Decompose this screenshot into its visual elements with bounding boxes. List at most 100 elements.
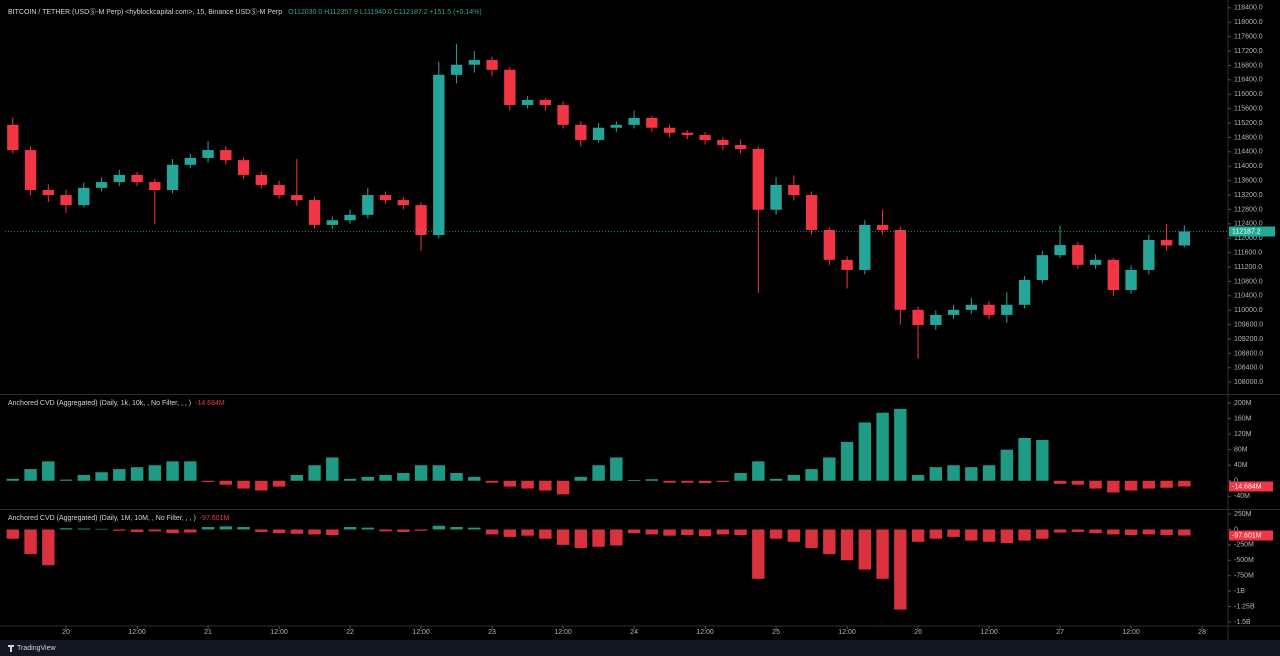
cvd-bar	[148, 529, 162, 532]
cvd-bar	[1036, 529, 1049, 539]
cvd-bar	[929, 529, 943, 539]
cvd-bar	[166, 529, 179, 534]
candle-body	[1125, 269, 1137, 291]
candle-body	[1143, 240, 1155, 270]
y-tick-label: -250M	[1234, 542, 1254, 549]
cvd-bar	[361, 476, 375, 481]
cvd-bar	[840, 529, 854, 561]
cvd-bar	[698, 480, 712, 484]
cvd-bar	[1142, 529, 1156, 535]
cvd-bar	[485, 480, 499, 483]
indicator-title: Anchored CVD (Aggregated) (Daily, 1k, 10…	[8, 400, 191, 407]
cvd-bar	[130, 529, 144, 532]
cvd-bar	[24, 529, 37, 555]
candle-body	[841, 259, 853, 270]
candle-body	[965, 304, 978, 310]
cvd-bar	[894, 529, 907, 610]
y-tick-label: 40M	[1234, 462, 1248, 469]
indicator-title: Anchored CVD (Aggregated) (Daily, 1M, 10…	[8, 515, 196, 522]
candle-body	[1054, 245, 1066, 256]
y-tick-label: 118000.0	[1234, 19, 1263, 26]
x-tick-label: 23	[488, 629, 496, 636]
y-tick-label: -1B	[1234, 588, 1245, 595]
candle-body	[202, 150, 214, 158]
candle-body	[592, 127, 605, 140]
cvd-bar	[184, 461, 197, 481]
cvd-bar	[876, 412, 889, 481]
cvd-bar	[965, 529, 978, 541]
cvd-bar	[468, 476, 481, 481]
y-tick-label: 250M	[1234, 511, 1252, 518]
candle-body	[220, 150, 232, 161]
y-tick-label: 113600.0	[1234, 177, 1263, 184]
candle-body	[42, 190, 54, 196]
last-price-badge	[1229, 226, 1275, 237]
cvd-bar	[42, 529, 55, 566]
cvd-bar	[574, 529, 588, 548]
candle-body	[912, 309, 924, 325]
y-tick-label: 116000.0	[1234, 91, 1263, 98]
candle-body	[876, 224, 889, 230]
y-tick-label: 114400.0	[1234, 149, 1263, 156]
candle-body	[1072, 245, 1084, 265]
y-tick-label: 160M	[1234, 415, 1252, 422]
cvd-bar	[290, 529, 304, 534]
cvd-bar	[645, 529, 659, 535]
cvd-bar	[823, 529, 836, 555]
candle-body	[983, 304, 995, 315]
candle-body	[149, 182, 161, 191]
cvd-bar	[894, 408, 907, 481]
cvd-bar	[113, 529, 126, 531]
cvd-bar	[929, 467, 943, 481]
cvd-bar	[1107, 480, 1120, 493]
y-tick-label: 117600.0	[1234, 34, 1263, 41]
x-tick-label: 22	[346, 629, 354, 636]
cvd-bar	[734, 473, 747, 481]
candle-body	[78, 187, 90, 206]
y-tick-label: 200M	[1234, 400, 1252, 407]
cvd-bar	[556, 480, 570, 495]
cvd-bar	[1018, 529, 1031, 541]
candle-body	[699, 134, 711, 140]
tv-logo	[8, 645, 14, 652]
cvd-bar	[840, 441, 854, 481]
x-tick-label: 12:00	[554, 629, 572, 636]
indicator-value: -97.601M	[200, 515, 230, 522]
cvd-bar	[1178, 529, 1191, 536]
candle-body	[1178, 231, 1191, 246]
cvd-bar	[521, 529, 534, 536]
cvd-bar	[432, 465, 446, 481]
last-price-label: 112187.2	[1232, 228, 1261, 235]
cvd-bar	[397, 473, 410, 481]
cvd-bar	[947, 465, 960, 481]
cvd-bar	[982, 529, 996, 542]
cvd-bar	[521, 480, 534, 489]
x-tick-label: 12:00	[412, 629, 430, 636]
x-tick-label: 12:00	[128, 629, 146, 636]
cvd-bar	[1124, 480, 1138, 491]
y-tick-label: 80M	[1234, 447, 1248, 454]
cvd-bar	[343, 478, 357, 481]
cvd-bar	[752, 461, 765, 481]
cvd-bar	[716, 480, 730, 482]
cvd-bar	[627, 480, 641, 481]
y-tick-label: 114000.0	[1234, 163, 1263, 170]
candle-body	[930, 314, 942, 325]
cvd-bar	[1160, 480, 1173, 488]
candle-body	[539, 100, 552, 106]
candle-body	[628, 118, 640, 125]
candle-body	[859, 224, 871, 270]
candle-body	[770, 184, 782, 210]
y-tick-label: -500M	[1234, 557, 1254, 564]
cvd-bar	[42, 461, 55, 481]
y-tick-label: 114800.0	[1234, 134, 1263, 141]
cvd-bar	[1053, 480, 1067, 484]
cvd-bar	[716, 529, 730, 535]
cvd-bar	[539, 480, 552, 491]
cvd-bar	[805, 469, 818, 481]
y-tick-label: 109600.0	[1234, 321, 1263, 328]
candle-body	[184, 157, 196, 165]
x-tick-label: 12:00	[980, 629, 998, 636]
cvd-bar	[805, 529, 818, 548]
